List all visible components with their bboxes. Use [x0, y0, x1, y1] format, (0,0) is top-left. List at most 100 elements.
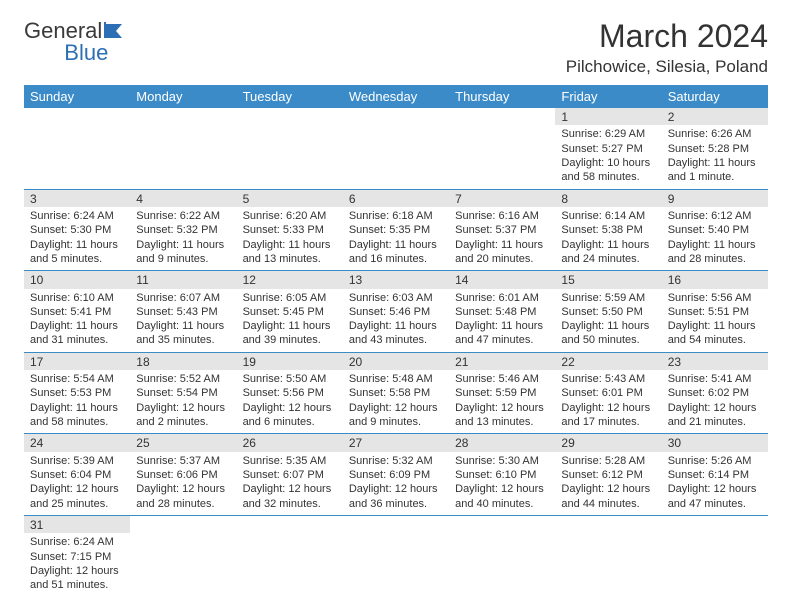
day-info: Sunrise: 5:26 AMSunset: 6:14 PMDaylight:…: [662, 452, 768, 515]
calendar-cell: 1Sunrise: 6:29 AMSunset: 5:27 PMDaylight…: [555, 108, 661, 189]
day-info: Sunrise: 5:35 AMSunset: 6:07 PMDaylight:…: [237, 452, 343, 515]
day-info: Sunrise: 5:54 AMSunset: 5:53 PMDaylight:…: [24, 370, 130, 433]
day-number: 24: [24, 434, 130, 451]
day-number: 25: [130, 434, 236, 451]
calendar-cell: [662, 515, 768, 596]
calendar-cell: 20Sunrise: 5:48 AMSunset: 5:58 PMDayligh…: [343, 352, 449, 434]
day-number: 10: [24, 271, 130, 288]
calendar-cell: 13Sunrise: 6:03 AMSunset: 5:46 PMDayligh…: [343, 271, 449, 353]
calendar-cell: [130, 108, 236, 189]
day-info: Sunrise: 6:10 AMSunset: 5:41 PMDaylight:…: [24, 289, 130, 352]
calendar-cell: 21Sunrise: 5:46 AMSunset: 5:59 PMDayligh…: [449, 352, 555, 434]
month-title: March 2024: [566, 18, 768, 55]
calendar-cell: [449, 108, 555, 189]
calendar-week-row: 1Sunrise: 6:29 AMSunset: 5:27 PMDaylight…: [24, 108, 768, 189]
calendar-cell: 2Sunrise: 6:26 AMSunset: 5:28 PMDaylight…: [662, 108, 768, 189]
day-number: 9: [662, 190, 768, 207]
calendar-cell: [555, 515, 661, 596]
day-number: 2: [662, 108, 768, 125]
day-number: 15: [555, 271, 661, 288]
calendar-cell: 3Sunrise: 6:24 AMSunset: 5:30 PMDaylight…: [24, 189, 130, 271]
calendar-cell: [237, 515, 343, 596]
calendar-table: SundayMondayTuesdayWednesdayThursdayFrid…: [24, 85, 768, 596]
weekday-header: Thursday: [449, 85, 555, 108]
day-number: 4: [130, 190, 236, 207]
calendar-cell: [130, 515, 236, 596]
header: General March 2024 Pilchowice, Silesia, …: [24, 18, 768, 77]
calendar-cell: 23Sunrise: 5:41 AMSunset: 6:02 PMDayligh…: [662, 352, 768, 434]
calendar-cell: 6Sunrise: 6:18 AMSunset: 5:35 PMDaylight…: [343, 189, 449, 271]
day-number: 26: [237, 434, 343, 451]
calendar-week-row: 31Sunrise: 6:24 AMSunset: 7:15 PMDayligh…: [24, 515, 768, 596]
calendar-cell: 29Sunrise: 5:28 AMSunset: 6:12 PMDayligh…: [555, 434, 661, 516]
day-info: Sunrise: 5:32 AMSunset: 6:09 PMDaylight:…: [343, 452, 449, 515]
calendar-cell: 11Sunrise: 6:07 AMSunset: 5:43 PMDayligh…: [130, 271, 236, 353]
day-number: 28: [449, 434, 555, 451]
day-info: Sunrise: 6:22 AMSunset: 5:32 PMDaylight:…: [130, 207, 236, 270]
calendar-body: 1Sunrise: 6:29 AMSunset: 5:27 PMDaylight…: [24, 108, 768, 596]
day-number: 3: [24, 190, 130, 207]
day-info: Sunrise: 6:16 AMSunset: 5:37 PMDaylight:…: [449, 207, 555, 270]
calendar-cell: 4Sunrise: 6:22 AMSunset: 5:32 PMDaylight…: [130, 189, 236, 271]
day-number: 17: [24, 353, 130, 370]
calendar-cell: [237, 108, 343, 189]
calendar-cell: 9Sunrise: 6:12 AMSunset: 5:40 PMDaylight…: [662, 189, 768, 271]
day-number: 11: [130, 271, 236, 288]
calendar-cell: [449, 515, 555, 596]
day-number: 7: [449, 190, 555, 207]
day-info: Sunrise: 5:30 AMSunset: 6:10 PMDaylight:…: [449, 452, 555, 515]
day-info: Sunrise: 6:18 AMSunset: 5:35 PMDaylight:…: [343, 207, 449, 270]
day-number: 14: [449, 271, 555, 288]
weekday-header: Sunday: [24, 85, 130, 108]
calendar-cell: 24Sunrise: 5:39 AMSunset: 6:04 PMDayligh…: [24, 434, 130, 516]
calendar-cell: 12Sunrise: 6:05 AMSunset: 5:45 PMDayligh…: [237, 271, 343, 353]
day-info: Sunrise: 6:01 AMSunset: 5:48 PMDaylight:…: [449, 289, 555, 352]
calendar-cell: 19Sunrise: 5:50 AMSunset: 5:56 PMDayligh…: [237, 352, 343, 434]
day-info: Sunrise: 6:24 AMSunset: 5:30 PMDaylight:…: [24, 207, 130, 270]
day-info: Sunrise: 5:52 AMSunset: 5:54 PMDaylight:…: [130, 370, 236, 433]
day-info: Sunrise: 5:28 AMSunset: 6:12 PMDaylight:…: [555, 452, 661, 515]
day-number: 20: [343, 353, 449, 370]
calendar-cell: 15Sunrise: 5:59 AMSunset: 5:50 PMDayligh…: [555, 271, 661, 353]
weekday-header: Monday: [130, 85, 236, 108]
calendar-cell: [343, 515, 449, 596]
day-info: Sunrise: 5:59 AMSunset: 5:50 PMDaylight:…: [555, 289, 661, 352]
day-info: Sunrise: 5:41 AMSunset: 6:02 PMDaylight:…: [662, 370, 768, 433]
day-info: Sunrise: 5:50 AMSunset: 5:56 PMDaylight:…: [237, 370, 343, 433]
location: Pilchowice, Silesia, Poland: [566, 57, 768, 77]
calendar-cell: 22Sunrise: 5:43 AMSunset: 6:01 PMDayligh…: [555, 352, 661, 434]
day-number: 13: [343, 271, 449, 288]
day-number: 12: [237, 271, 343, 288]
weekday-header: Tuesday: [237, 85, 343, 108]
weekday-header: Saturday: [662, 85, 768, 108]
day-number: 22: [555, 353, 661, 370]
day-info: Sunrise: 5:39 AMSunset: 6:04 PMDaylight:…: [24, 452, 130, 515]
day-info: Sunrise: 5:48 AMSunset: 5:58 PMDaylight:…: [343, 370, 449, 433]
day-info: Sunrise: 5:46 AMSunset: 5:59 PMDaylight:…: [449, 370, 555, 433]
day-number: 18: [130, 353, 236, 370]
calendar-week-row: 24Sunrise: 5:39 AMSunset: 6:04 PMDayligh…: [24, 434, 768, 516]
day-info: Sunrise: 6:24 AMSunset: 7:15 PMDaylight:…: [24, 533, 130, 596]
day-number: 16: [662, 271, 768, 288]
day-info: Sunrise: 6:14 AMSunset: 5:38 PMDaylight:…: [555, 207, 661, 270]
day-number: 6: [343, 190, 449, 207]
calendar-cell: 30Sunrise: 5:26 AMSunset: 6:14 PMDayligh…: [662, 434, 768, 516]
title-block: March 2024 Pilchowice, Silesia, Poland: [566, 18, 768, 77]
day-info: Sunrise: 6:03 AMSunset: 5:46 PMDaylight:…: [343, 289, 449, 352]
weekday-header: Wednesday: [343, 85, 449, 108]
calendar-cell: 18Sunrise: 5:52 AMSunset: 5:54 PMDayligh…: [130, 352, 236, 434]
calendar-cell: 26Sunrise: 5:35 AMSunset: 6:07 PMDayligh…: [237, 434, 343, 516]
calendar-cell: 14Sunrise: 6:01 AMSunset: 5:48 PMDayligh…: [449, 271, 555, 353]
day-info: Sunrise: 6:20 AMSunset: 5:33 PMDaylight:…: [237, 207, 343, 270]
calendar-cell: 8Sunrise: 6:14 AMSunset: 5:38 PMDaylight…: [555, 189, 661, 271]
calendar-cell: 27Sunrise: 5:32 AMSunset: 6:09 PMDayligh…: [343, 434, 449, 516]
calendar-cell: 31Sunrise: 6:24 AMSunset: 7:15 PMDayligh…: [24, 515, 130, 596]
day-info: Sunrise: 5:43 AMSunset: 6:01 PMDaylight:…: [555, 370, 661, 433]
day-info: Sunrise: 6:07 AMSunset: 5:43 PMDaylight:…: [130, 289, 236, 352]
logo-line2: General Blue: [24, 40, 108, 66]
day-number: 30: [662, 434, 768, 451]
calendar-cell: [24, 108, 130, 189]
day-info: Sunrise: 5:56 AMSunset: 5:51 PMDaylight:…: [662, 289, 768, 352]
calendar-cell: 7Sunrise: 6:16 AMSunset: 5:37 PMDaylight…: [449, 189, 555, 271]
calendar-cell: 10Sunrise: 6:10 AMSunset: 5:41 PMDayligh…: [24, 271, 130, 353]
